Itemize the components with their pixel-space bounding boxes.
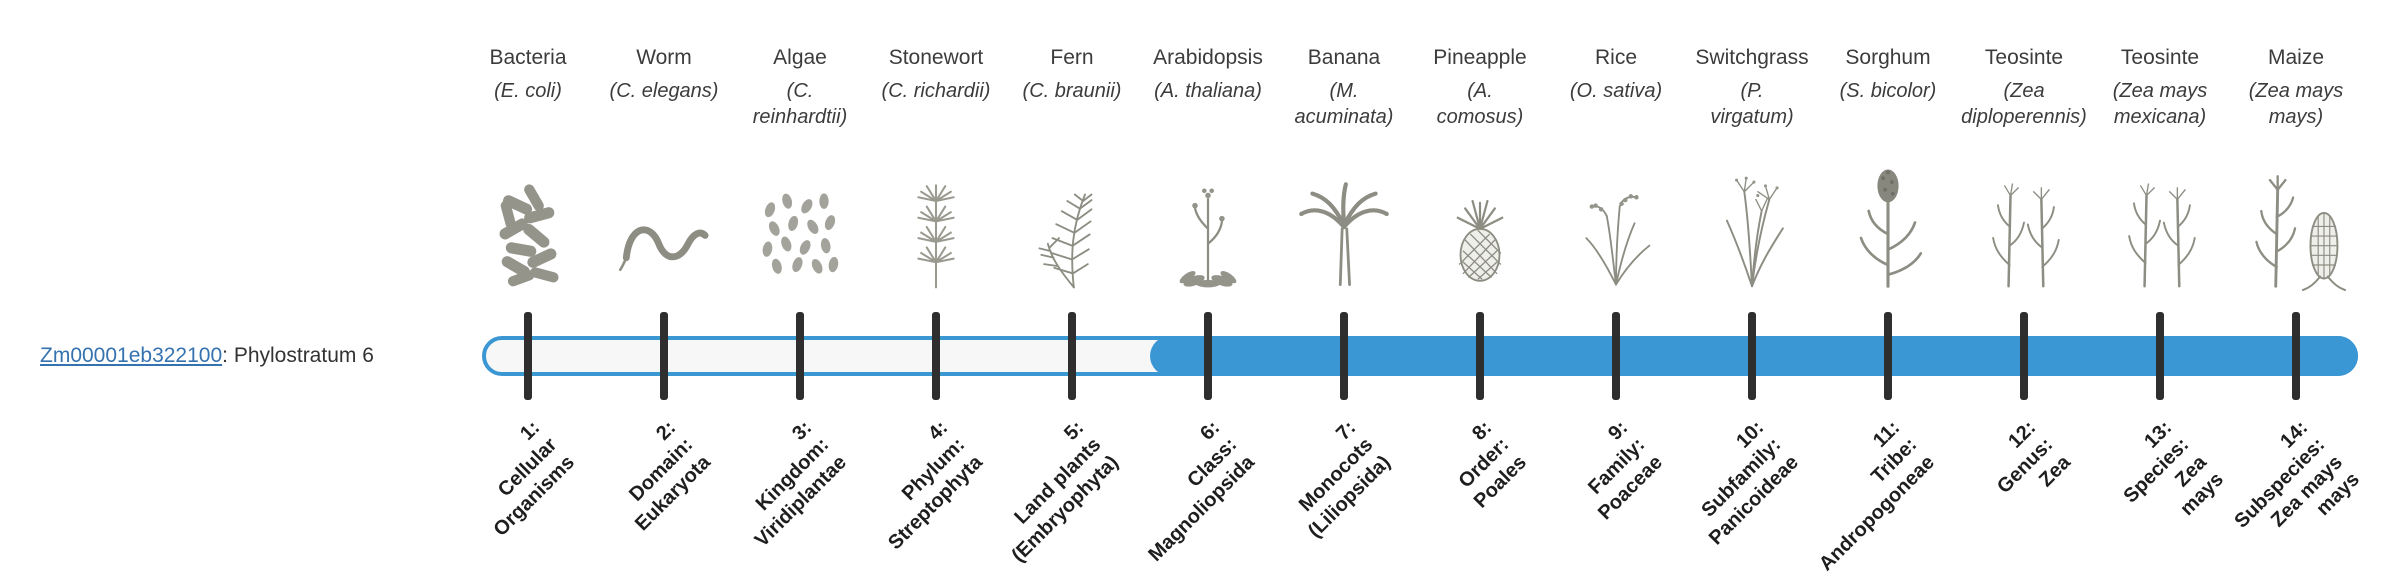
gene-link[interactable]: Zm00001eb322100 — [40, 344, 223, 367]
stratum-tick-7 — [1340, 312, 1348, 400]
organism-name: Arabidopsis — [1153, 46, 1263, 69]
organism-name: Pineapple — [1433, 46, 1527, 69]
stonewort-illustration — [861, 140, 1011, 292]
algae-illustration — [725, 140, 875, 292]
organism-name: Teosinte — [1984, 46, 2064, 69]
sorghum-illustration — [1813, 140, 1963, 292]
stratum-tick-11 — [1884, 312, 1892, 400]
stratum-tick-4 — [932, 312, 940, 400]
organism-column: Switchgrass (P. virgatum) — [1677, 46, 1827, 292]
teosinte-illustration — [1949, 140, 2099, 292]
rice-illustration — [1541, 140, 1691, 292]
bacteria-illustration — [453, 140, 603, 292]
organism-scientific-name: (C. braunii) — [1022, 80, 1122, 102]
organism-scientific-name: (P. virgatum) — [1710, 80, 1794, 128]
organism-name: Algae — [773, 46, 827, 69]
organism-column: Worm (C. elegans) — [589, 46, 739, 292]
organism-column: Bacteria (E. coli) — [453, 46, 603, 292]
organism-name: Bacteria — [489, 46, 567, 69]
arabidopsis-illustration — [1133, 140, 1283, 292]
organism-column: Algae (C. reinhardtii) — [725, 46, 875, 292]
banana-illustration — [1269, 140, 1419, 292]
organism-scientific-name: (A. thaliana) — [1154, 80, 1262, 102]
pineapple-illustration — [1405, 140, 1555, 292]
fern-illustration — [997, 140, 1147, 292]
organism-column: Stonewort (C. richardii) — [861, 46, 1011, 292]
organism-scientific-name: (C. reinhardtii) — [752, 80, 848, 128]
organism-name: Banana — [1307, 46, 1381, 69]
organism-scientific-name: (O. sativa) — [1569, 80, 1663, 102]
stratum-tick-2 — [660, 312, 668, 400]
organism-column: Rice (O. sativa) — [1541, 46, 1691, 292]
stratum-tick-8 — [1476, 312, 1484, 400]
organism-name: Rice — [1594, 46, 1637, 69]
maize-illustration — [2221, 140, 2371, 292]
organism-scientific-name: (C. elegans) — [609, 80, 719, 102]
organism-column: Banana (M. acuminata) — [1269, 46, 1419, 292]
organism-scientific-name: (Zea mays mays) — [2248, 80, 2344, 128]
stratum-tick-9 — [1612, 312, 1620, 400]
organism-name: Sorghum — [1845, 46, 1931, 69]
organism-column: Arabidopsis (A. thaliana) — [1133, 46, 1283, 292]
organism-column: Maize (Zea mays mays) — [2221, 46, 2371, 292]
organism-name: Teosinte — [2120, 46, 2200, 69]
organism-scientific-name: (A. comosus) — [1436, 80, 1524, 128]
organism-column: Fern (C. braunii) — [997, 46, 1147, 292]
gene-row-label: Zm00001eb322100: Phylostratum 6 — [40, 344, 374, 368]
organism-scientific-name: (Zea diploperennis) — [1961, 80, 2087, 128]
organism-column: Sorghum (S. bicolor) — [1813, 46, 1963, 292]
organism-name: Maize — [2267, 46, 2325, 69]
organism-scientific-name: (M. acuminata) — [1294, 80, 1394, 128]
teosinte-illustration — [2085, 140, 2235, 292]
stratum-tick-5 — [1068, 312, 1076, 400]
gene-phylostratum-text: : Phylostratum 6 — [222, 344, 374, 367]
stratum-tick-14 — [2292, 312, 2300, 400]
organism-name: Worm — [636, 46, 692, 69]
stratum-tick-3 — [796, 312, 804, 400]
stratum-tick-6 — [1204, 312, 1212, 400]
organism-scientific-name: (Zea mays mexicana) — [2112, 80, 2208, 128]
stratum-tick-13 — [2156, 312, 2164, 400]
organism-column: Teosinte (Zea diploperennis) — [1949, 46, 2099, 292]
organism-scientific-name: (E. coli) — [494, 80, 562, 102]
organism-name: Stonewort — [888, 46, 984, 69]
worm-illustration — [589, 140, 739, 292]
organism-scientific-name: (C. richardii) — [881, 80, 991, 102]
stratum-tick-10 — [1748, 312, 1756, 400]
organism-name: Fern — [1050, 46, 1094, 69]
stratum-tick-1 — [524, 312, 532, 400]
organism-name: Switchgrass — [1695, 46, 1809, 69]
stratum-tick-12 — [2020, 312, 2028, 400]
switchgrass-illustration — [1677, 140, 1827, 292]
organism-column: Pineapple (A. comosus) — [1405, 46, 1555, 292]
organism-column: Teosinte (Zea mays mexicana) — [2085, 46, 2235, 292]
organism-scientific-name: (S. bicolor) — [1839, 80, 1937, 102]
